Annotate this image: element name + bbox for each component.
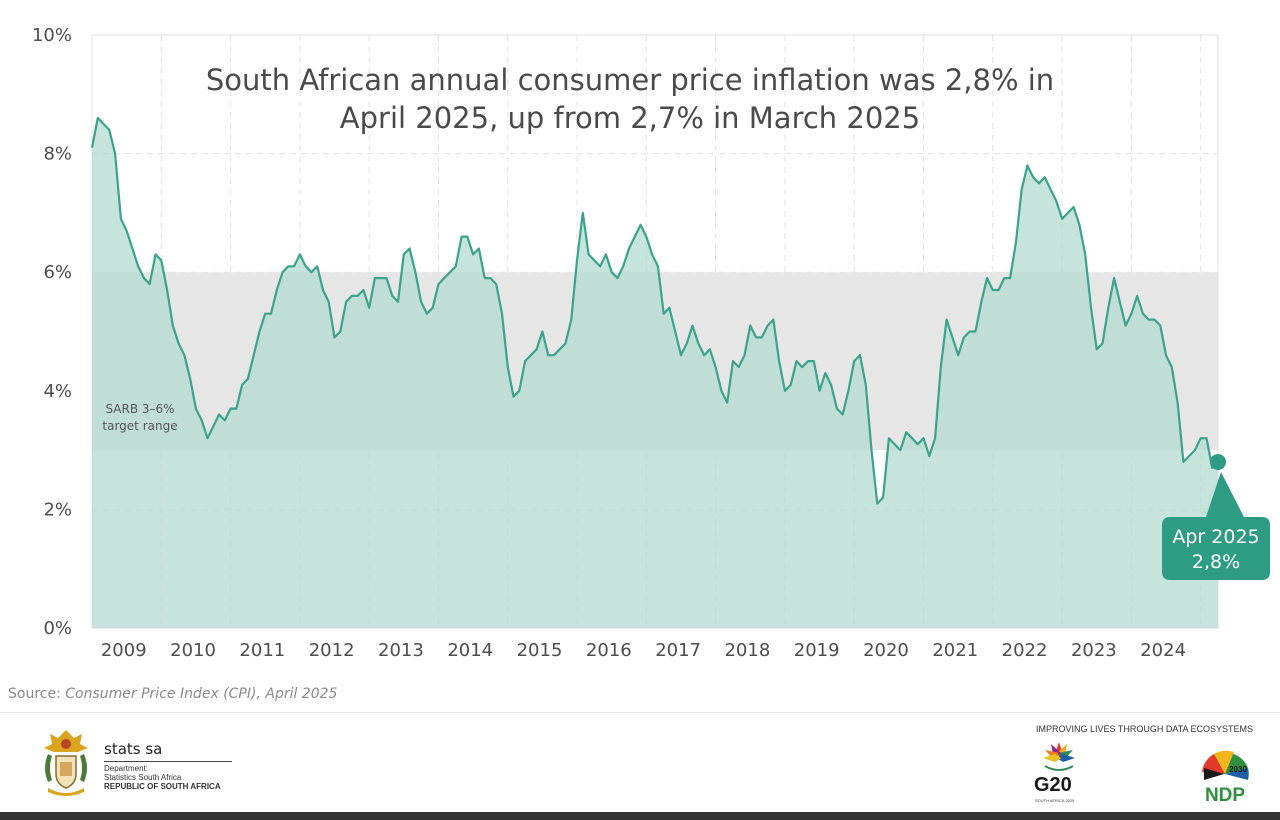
x-tick-label: 2018 — [724, 640, 770, 661]
y-tick-label: 4% — [43, 381, 72, 402]
last-value-dot — [1210, 453, 1226, 470]
y-tick-label: 8% — [43, 144, 72, 165]
x-tick-label: 2009 — [101, 640, 147, 661]
source-note: Source: Consumer Price Index (CPI), Apri… — [8, 686, 337, 702]
org-line-2: Statistics South Africa — [104, 773, 182, 782]
x-tick-label: 2010 — [170, 640, 216, 661]
tagline: IMPROVING LIVES THROUGH DATA ECOSYSTEMS — [1036, 724, 1254, 734]
series-area — [92, 118, 1218, 628]
source-text: Consumer Price Index (CPI), April 2025 — [65, 686, 338, 702]
x-tick-label: 2011 — [239, 640, 285, 661]
x-tick-label: 2014 — [447, 640, 493, 661]
g20-sub: SOUTH AFRICA 2025 — [1035, 798, 1075, 803]
x-tick-label: 2017 — [655, 640, 701, 661]
source-prefix: Source: — [8, 686, 66, 702]
ndp-label: NDP — [1205, 785, 1245, 806]
x-tick-label: 2020 — [863, 640, 909, 661]
series-line — [90, 116, 1219, 505]
last-value-callout: Apr 2025 2,8% — [1162, 453, 1270, 580]
x-tick-label: 2023 — [1071, 640, 1117, 661]
g20-label: G20 — [1034, 774, 1072, 796]
y-tick-label: 10% — [32, 25, 72, 46]
chart-title-line-2: April 2025, up from 2,7% in March 2025 — [340, 101, 920, 135]
x-tick-label: 2024 — [1140, 640, 1186, 661]
chart-title-line-1: South African annual consumer price infl… — [206, 63, 1054, 97]
x-axis: 2009 2010 2011 2012 2013 2014 2015 2016 2017 2018… — [101, 640, 1186, 661]
org-name: stats sa — [104, 740, 163, 758]
callout-value: 2,8% — [1192, 551, 1240, 573]
y-tick-label: 0% — [43, 618, 72, 639]
callout-date: Apr 2025 — [1172, 526, 1259, 548]
band-label-line-2: target range — [102, 419, 177, 433]
partner-logos: IMPROVING LIVES THROUGH DATA ECOSYSTEMS … — [1030, 720, 1270, 810]
inflation-chart: SARB 3–6% target range South African ann… — [32, 25, 1270, 661]
bottom-bar — [0, 812, 1280, 820]
y-axis: 0% 2% 4% 6% 8% 10% — [32, 25, 72, 639]
g20-logo-icon — [1043, 742, 1075, 771]
x-tick-label: 2012 — [309, 640, 355, 661]
coat-of-arms-icon — [44, 730, 88, 796]
y-tick-label: 6% — [43, 262, 72, 283]
x-tick-label: 2022 — [1002, 640, 1048, 661]
footer-divider — [0, 712, 1280, 713]
x-tick-label: 2019 — [794, 640, 840, 661]
stats-sa-logo: stats sa Department: Statistics South Af… — [38, 728, 298, 806]
x-tick-label: 2021 — [932, 640, 978, 661]
org-rule — [104, 761, 232, 762]
org-line-1: Department: — [104, 764, 149, 773]
x-tick-label: 2013 — [378, 640, 424, 661]
x-tick-label: 2016 — [586, 640, 632, 661]
callout-box — [1162, 471, 1270, 580]
ndp-logo-icon: 2030 NDP — [1202, 750, 1249, 806]
ndp-year: 2030 — [1229, 765, 1247, 774]
y-tick-label: 2% — [43, 499, 72, 520]
x-tick-label: 2015 — [517, 640, 563, 661]
band-label-line-1: SARB 3–6% — [105, 402, 174, 416]
org-line-3: REPUBLIC OF SOUTH AFRICA — [104, 782, 221, 791]
